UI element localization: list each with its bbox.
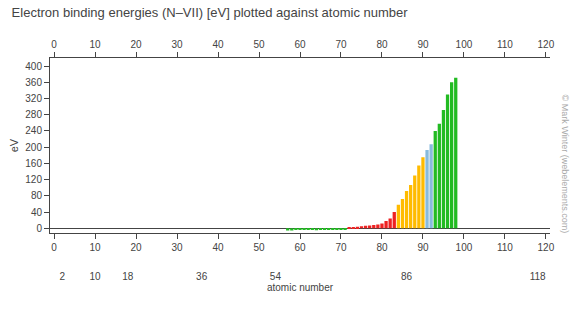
svg-text:118: 118 [530,271,546,282]
svg-text:90: 90 [417,39,429,50]
svg-text:120: 120 [25,174,42,185]
svg-text:60: 60 [294,242,306,253]
svg-text:120: 120 [538,242,555,253]
svg-text:120: 120 [538,39,555,50]
svg-text:20: 20 [131,39,143,50]
svg-text:70: 70 [335,39,347,50]
svg-text:30: 30 [171,39,183,50]
svg-text:18: 18 [122,271,134,282]
svg-text:100: 100 [456,242,473,253]
svg-text:54: 54 [270,271,282,282]
svg-text:40: 40 [212,242,224,253]
svg-text:2: 2 [60,271,66,282]
svg-text:80: 80 [376,242,388,253]
svg-text:360: 360 [25,77,42,88]
svg-text:240: 240 [25,125,42,136]
svg-text:10: 10 [90,39,102,50]
svg-text:Electron binding energies (N–V: Electron binding energies (N–VII) [eV] p… [12,5,409,20]
svg-text:atomic number: atomic number [267,282,334,293]
svg-text:0: 0 [51,39,57,50]
svg-text:40: 40 [31,207,43,218]
svg-text:110: 110 [497,242,513,253]
svg-text:10: 10 [90,242,102,253]
svg-text:50: 50 [253,39,265,50]
svg-text:60: 60 [294,39,306,50]
svg-text:80: 80 [376,39,388,50]
svg-text:200: 200 [25,142,42,153]
svg-text:40: 40 [212,39,224,50]
svg-text:10: 10 [90,271,102,282]
svg-text:0: 0 [51,242,57,253]
svg-text:© Mark Winter (webelements.com: © Mark Winter (webelements.com) [560,95,570,234]
svg-text:86: 86 [401,271,413,282]
svg-text:320: 320 [25,93,42,104]
svg-text:160: 160 [25,158,42,169]
svg-text:90: 90 [417,242,429,253]
svg-text:30: 30 [171,242,183,253]
svg-text:20: 20 [131,242,143,253]
svg-text:110: 110 [497,39,513,50]
svg-text:eV: eV [8,138,20,152]
svg-text:0: 0 [36,223,42,234]
svg-text:100: 100 [456,39,473,50]
svg-text:70: 70 [335,242,347,253]
svg-text:280: 280 [25,109,42,120]
svg-text:50: 50 [253,242,265,253]
svg-text:400: 400 [25,61,42,72]
svg-text:80: 80 [31,190,43,201]
svg-text:36: 36 [196,271,208,282]
